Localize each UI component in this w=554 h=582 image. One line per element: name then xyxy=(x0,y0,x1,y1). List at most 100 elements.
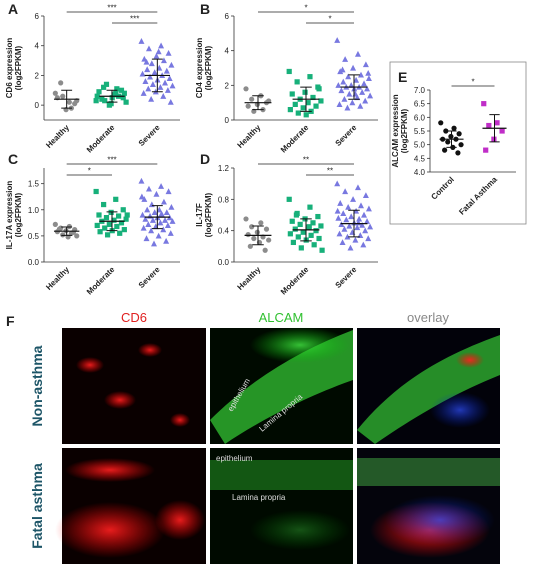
micrograph xyxy=(210,327,353,444)
data-point xyxy=(147,73,154,80)
data-point xyxy=(66,223,72,230)
data-point xyxy=(60,93,66,99)
data-point xyxy=(97,229,103,235)
data-point xyxy=(140,224,147,231)
error-bar xyxy=(151,58,163,93)
significance-label: *** xyxy=(130,15,139,24)
x-tick-label: Healthy xyxy=(44,123,71,150)
data-point xyxy=(298,245,304,251)
data-point xyxy=(311,242,317,248)
data-point xyxy=(153,52,160,59)
data-point xyxy=(316,86,322,92)
data-point xyxy=(486,122,492,129)
y-tick-label: 5.5 xyxy=(414,127,426,136)
data-point xyxy=(113,196,119,202)
y-tick-label: 4 xyxy=(35,42,40,51)
significance-label: ** xyxy=(327,167,333,176)
x-tick-label: Severe xyxy=(333,123,358,148)
y-tick-label: 2 xyxy=(35,71,40,80)
data-point xyxy=(120,207,126,213)
data-point xyxy=(319,247,325,253)
error-bar xyxy=(61,226,73,236)
data-point xyxy=(315,213,321,220)
data-point xyxy=(94,93,100,99)
data-point xyxy=(340,78,347,85)
data-point xyxy=(120,95,126,101)
y-axis-label: CD6 expression xyxy=(5,38,14,99)
data-point xyxy=(295,110,301,116)
y-tick-label: 2 xyxy=(225,81,230,90)
data-point xyxy=(58,80,64,86)
data-point xyxy=(160,57,167,64)
y-tick-label: 5.0 xyxy=(414,141,426,150)
data-point xyxy=(337,200,344,206)
data-point xyxy=(345,203,352,210)
data-point xyxy=(102,98,108,104)
data-point xyxy=(362,227,369,234)
error-bar xyxy=(300,218,312,242)
data-point xyxy=(365,205,372,212)
row-label: Fatal asthma xyxy=(29,463,45,549)
data-point xyxy=(108,209,114,215)
data-point xyxy=(251,235,257,242)
data-point xyxy=(335,82,342,88)
data-point xyxy=(157,219,164,226)
data-point xyxy=(287,231,293,237)
data-point xyxy=(148,201,155,208)
data-point xyxy=(357,102,364,109)
data-point xyxy=(295,234,301,240)
data-point xyxy=(160,198,167,205)
data-point xyxy=(458,142,464,148)
data-point xyxy=(155,48,162,55)
data-point xyxy=(334,207,341,214)
y-tick-label: 6 xyxy=(225,12,230,21)
data-point xyxy=(344,233,351,240)
data-point xyxy=(111,217,117,223)
data-point xyxy=(335,214,342,221)
data-point xyxy=(313,103,319,109)
y-tick-label: 6.5 xyxy=(414,100,426,109)
micrograph xyxy=(210,448,353,564)
data-point xyxy=(101,84,107,90)
data-point xyxy=(143,235,150,242)
error-bar xyxy=(106,89,118,103)
y-tick-label: 4.0 xyxy=(414,168,426,177)
row-label: Non-asthma xyxy=(29,345,45,426)
data-point xyxy=(114,223,120,230)
y-axis-label: (log2FPKM) xyxy=(14,45,23,90)
data-point xyxy=(263,226,270,232)
x-tick-label: Moderate xyxy=(279,265,311,297)
data-point xyxy=(491,136,497,142)
data-point xyxy=(123,216,129,222)
data-point xyxy=(359,221,366,228)
data-point xyxy=(297,221,303,227)
data-point xyxy=(266,237,272,243)
y-axis-label: (log2FPKM) xyxy=(14,192,23,237)
significance-label: *** xyxy=(107,156,116,165)
data-point xyxy=(293,212,300,218)
panel-letter: E xyxy=(398,69,407,85)
data-point xyxy=(167,98,174,105)
data-point xyxy=(442,147,448,153)
data-point xyxy=(116,213,122,219)
data-point xyxy=(357,202,364,209)
y-tick-label: 4.5 xyxy=(414,154,426,163)
panel-letter: C xyxy=(8,151,18,167)
data-point xyxy=(308,232,314,238)
x-tick-label: Severe xyxy=(137,265,162,290)
x-tick-label: Healthy xyxy=(44,265,71,292)
data-point xyxy=(169,82,176,89)
x-tick-label: Healthy xyxy=(236,123,263,150)
y-tick-label: 1.5 xyxy=(28,180,40,189)
data-point xyxy=(145,85,152,92)
data-point xyxy=(121,90,127,96)
data-point xyxy=(494,120,500,126)
data-point xyxy=(352,236,359,243)
data-point xyxy=(258,220,264,226)
data-point xyxy=(287,107,293,113)
y-tick-label: 0.0 xyxy=(218,258,230,267)
data-point xyxy=(289,91,295,97)
data-point xyxy=(144,206,151,213)
x-tick-label: Severe xyxy=(333,265,358,290)
error-bar xyxy=(489,114,500,143)
